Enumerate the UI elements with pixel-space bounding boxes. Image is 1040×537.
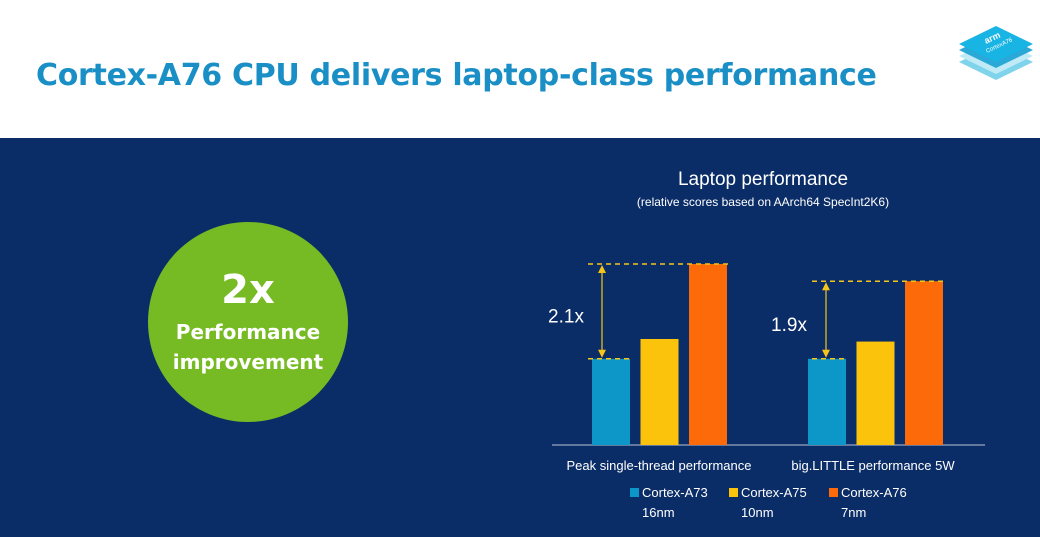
legend-swatch-cortex-a73 bbox=[630, 488, 639, 497]
bar-cortex-a73-big-little-5w bbox=[808, 358, 846, 445]
legend-sublabel-cortex-a76: 7nm bbox=[841, 505, 866, 520]
ratio-arrowhead-down-0 bbox=[598, 349, 606, 358]
bar-cortex-a73-peak-single-thread bbox=[592, 358, 630, 445]
chart-subtitle: (relative scores based on AArch64 SpecIn… bbox=[636, 195, 890, 209]
legend-sublabel-cortex-a75: 10nm bbox=[741, 505, 774, 520]
badge-line-2: improvement bbox=[172, 350, 324, 374]
bar-cortex-a76-peak-single-thread bbox=[689, 264, 727, 445]
legend-swatch-cortex-a76 bbox=[829, 488, 838, 497]
bar-cortex-a75-big-little-5w bbox=[856, 341, 895, 445]
ratio-arrowhead-up-0 bbox=[598, 265, 606, 273]
legend-swatch-cortex-a75 bbox=[729, 488, 738, 497]
bar-cortex-a76-big-little-5w bbox=[905, 281, 943, 445]
category-label-0: Peak single-thread performance bbox=[567, 458, 752, 473]
ratio-arrowhead-down-1 bbox=[822, 349, 830, 358]
badge-value: 2x bbox=[221, 267, 275, 313]
legend-label-cortex-a73: Cortex-A73 bbox=[642, 485, 708, 500]
legend-sublabel-cortex-a73: 16nm bbox=[642, 505, 675, 520]
ratio-label-1: 1.9x bbox=[771, 315, 807, 336]
badge-line-1: Performance bbox=[175, 320, 321, 344]
category-label-1: big.LITTLE performance 5W bbox=[791, 458, 955, 473]
legend-label-cortex-a76: Cortex-A76 bbox=[841, 485, 907, 500]
arm-cortex-a76-chip-icon: arm CortexA76 bbox=[959, 26, 1033, 80]
page-title: Cortex-A76 CPU delivers laptop-class per… bbox=[36, 58, 877, 93]
ratio-label-0: 2.1x bbox=[548, 306, 584, 327]
performance-badge: 2x Performance improvement bbox=[148, 222, 348, 422]
legend-label-cortex-a75: Cortex-A75 bbox=[741, 485, 807, 500]
bar-cortex-a75-peak-single-thread bbox=[640, 338, 679, 445]
ratio-arrowhead-up-1 bbox=[822, 282, 830, 291]
chart-title: Laptop performance bbox=[677, 169, 849, 190]
